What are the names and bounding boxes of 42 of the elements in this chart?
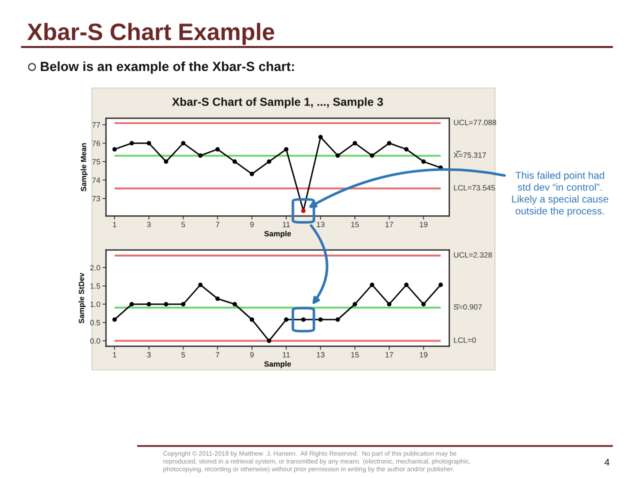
point <box>198 282 203 287</box>
point <box>250 317 254 322</box>
point <box>164 302 168 306</box>
text: 4 <box>604 458 610 466</box>
chart-title: Xbar-S Chart of Sample 1, ..., Sample 3 <box>172 97 383 108</box>
point <box>370 282 374 287</box>
point <box>232 159 237 164</box>
point <box>438 282 443 287</box>
point <box>130 302 134 306</box>
point <box>198 153 203 158</box>
text: Below is an example of the Xbar-S chart: <box>40 61 294 74</box>
point <box>146 140 152 146</box>
point <box>112 147 117 152</box>
point <box>112 317 117 322</box>
point <box>352 302 358 306</box>
point <box>266 338 272 344</box>
point <box>318 317 323 322</box>
point <box>284 317 288 322</box>
point <box>336 317 340 322</box>
point <box>352 140 358 146</box>
point <box>215 296 220 301</box>
point <box>181 302 186 306</box>
point <box>130 140 134 146</box>
point <box>421 302 426 306</box>
point <box>387 302 392 306</box>
point <box>181 140 186 146</box>
point <box>404 282 409 287</box>
point <box>232 302 237 306</box>
point <box>164 159 168 164</box>
point <box>370 153 374 158</box>
point <box>250 172 254 176</box>
point <box>215 147 220 152</box>
point <box>284 147 288 152</box>
point <box>387 140 392 146</box>
point <box>266 159 272 164</box>
point <box>146 302 152 306</box>
point <box>404 147 409 152</box>
point <box>421 159 426 164</box>
point <box>318 134 323 140</box>
point <box>336 153 340 158</box>
annotation: This failed point had std dev “in control”. Likely a special cause outside the process. <box>512 172 608 216</box>
text: Xbar-S Chart Example <box>27 22 274 45</box>
